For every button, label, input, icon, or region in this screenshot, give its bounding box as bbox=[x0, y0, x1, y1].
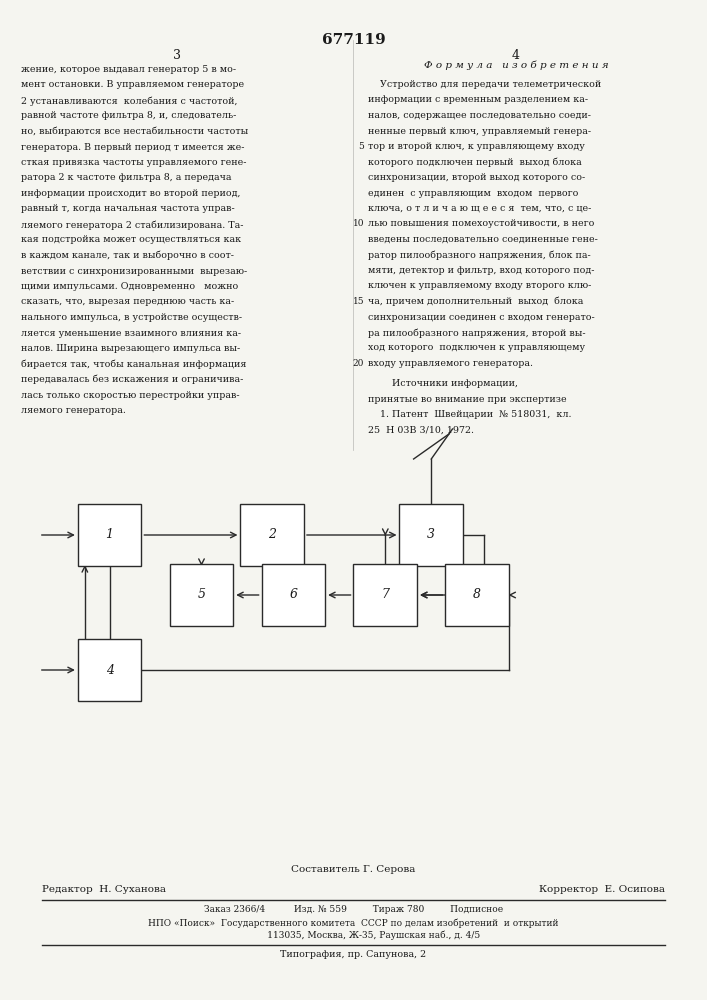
Text: единен  с управляющим  входом  первого: единен с управляющим входом первого bbox=[368, 188, 578, 198]
Text: лью повышения помехоустойчивости, в него: лью повышения помехоустойчивости, в него bbox=[368, 220, 594, 229]
Text: 8: 8 bbox=[473, 588, 481, 601]
Text: 677119: 677119 bbox=[322, 33, 385, 47]
Text: 6: 6 bbox=[289, 588, 298, 601]
Text: принятые во внимание при экспертизе: принятые во внимание при экспертизе bbox=[368, 395, 566, 404]
Text: введены последовательно соединенные гене-: введены последовательно соединенные гене… bbox=[368, 235, 597, 244]
Text: НПО «Поиск»  Государственного комитета  СССР по делам изобретений  и открытий: НПО «Поиск» Государственного комитета СС… bbox=[148, 918, 559, 928]
Text: лась только скоростью перестройки управ-: лась только скоростью перестройки управ- bbox=[21, 390, 240, 399]
Text: Типография, пр. Сапунова, 2: Типография, пр. Сапунова, 2 bbox=[281, 950, 426, 959]
Text: 4: 4 bbox=[512, 49, 520, 62]
Text: информации происходит во второй период,: информации происходит во второй период, bbox=[21, 189, 240, 198]
FancyBboxPatch shape bbox=[240, 504, 304, 566]
Text: ча, причем дополнительный  выход  блока: ча, причем дополнительный выход блока bbox=[368, 297, 583, 306]
Text: 20: 20 bbox=[353, 359, 364, 368]
Text: 25  Н 03В 3/10, 1972.: 25 Н 03В 3/10, 1972. bbox=[368, 426, 474, 435]
Text: 5: 5 bbox=[197, 588, 206, 601]
Text: ра пилообразного напряжения, второй вы-: ра пилообразного напряжения, второй вы- bbox=[368, 328, 585, 338]
Text: которого подключен первый  выход блока: которого подключен первый выход блока bbox=[368, 157, 581, 167]
Text: ратора 2 к частоте фильтра 8, а передача: ратора 2 к частоте фильтра 8, а передача bbox=[21, 174, 232, 182]
Text: 10: 10 bbox=[353, 220, 364, 229]
FancyBboxPatch shape bbox=[399, 504, 463, 566]
FancyBboxPatch shape bbox=[262, 564, 325, 626]
Text: 15: 15 bbox=[353, 297, 364, 306]
Text: но, выбираются все нестабильности частоты: но, выбираются все нестабильности частот… bbox=[21, 127, 248, 136]
Text: щими импульсами. Одновременно   можно: щими импульсами. Одновременно можно bbox=[21, 282, 238, 291]
Text: Источники информации,: Источники информации, bbox=[368, 379, 518, 388]
Text: сказать, что, вырезая переднюю часть ка-: сказать, что, вырезая переднюю часть ка- bbox=[21, 297, 235, 306]
Text: ненные первый ключ, управляемый генера-: ненные первый ключ, управляемый генера- bbox=[368, 126, 591, 135]
Text: информации с временным разделением ка-: информации с временным разделением ка- bbox=[368, 95, 588, 104]
Text: мяти, детектор и фильтр, вход которого под-: мяти, детектор и фильтр, вход которого п… bbox=[368, 266, 594, 275]
Text: 2 устанавливаются  колебания с частотой,: 2 устанавливаются колебания с частотой, bbox=[21, 96, 238, 105]
Text: 3: 3 bbox=[173, 49, 181, 62]
Text: Ф о р м у л а   и з о б р е т е н и я: Ф о р м у л а и з о б р е т е н и я bbox=[423, 60, 609, 70]
Text: ветствии с синхронизированными  вырезаю-: ветствии с синхронизированными вырезаю- bbox=[21, 266, 247, 275]
Text: ключен к управляемому входу второго клю-: ключен к управляемому входу второго клю- bbox=[368, 282, 591, 290]
Text: 5: 5 bbox=[358, 142, 364, 151]
Text: 1: 1 bbox=[105, 528, 114, 542]
Text: ход которого  подключен к управляющему: ход которого подключен к управляющему bbox=[368, 343, 585, 352]
Text: Заказ 2366/4          Изд. № 559         Тираж 780         Подписное: Заказ 2366/4 Изд. № 559 Тираж 780 Подпис… bbox=[204, 905, 503, 914]
FancyBboxPatch shape bbox=[354, 564, 417, 626]
Text: 7: 7 bbox=[381, 588, 390, 601]
Text: передавалась без искажения и ограничива-: передавалась без искажения и ограничива- bbox=[21, 375, 244, 384]
Text: ляемого генератора.: ляемого генератора. bbox=[21, 406, 126, 415]
Text: налов. Ширина вырезающего импульса вы-: налов. Ширина вырезающего импульса вы- bbox=[21, 344, 240, 353]
Text: Составитель Г. Серова: Составитель Г. Серова bbox=[291, 865, 416, 874]
Text: Устройство для передачи телеметрической: Устройство для передачи телеметрической bbox=[368, 80, 601, 89]
FancyBboxPatch shape bbox=[445, 564, 509, 626]
Text: входу управляемого генератора.: входу управляемого генератора. bbox=[368, 359, 532, 368]
Text: синхронизации соединен с входом генерато-: синхронизации соединен с входом генерато… bbox=[368, 312, 595, 322]
FancyBboxPatch shape bbox=[170, 564, 233, 626]
Text: ляемого генератора 2 стабилизирована. Та-: ляемого генератора 2 стабилизирована. Та… bbox=[21, 220, 244, 230]
Text: налов, содержащее последовательно соеди-: налов, содержащее последовательно соеди- bbox=[368, 111, 590, 120]
Text: 2: 2 bbox=[268, 528, 276, 542]
Text: синхронизации, второй выход которого со-: синхронизации, второй выход которого со- bbox=[368, 173, 585, 182]
Text: Редактор  Н. Суханова: Редактор Н. Суханова bbox=[42, 885, 166, 894]
Text: равной частоте фильтра 8, и, следователь-: равной частоте фильтра 8, и, следователь… bbox=[21, 111, 237, 120]
Text: тор и второй ключ, к управляющему входу: тор и второй ключ, к управляющему входу bbox=[368, 142, 585, 151]
Text: 3: 3 bbox=[427, 528, 436, 542]
Text: Корректор  Е. Осипова: Корректор Е. Осипова bbox=[539, 885, 665, 894]
Text: мент остановки. В управляемом генераторе: мент остановки. В управляемом генераторе bbox=[21, 80, 245, 89]
FancyBboxPatch shape bbox=[78, 504, 141, 566]
Text: 113035, Москва, Ж-35, Раушская наб., д. 4/5: 113035, Москва, Ж-35, Раушская наб., д. … bbox=[227, 931, 480, 940]
Text: ратор пилообразного напряжения, блок па-: ратор пилообразного напряжения, блок па- bbox=[368, 250, 590, 260]
Text: ляется уменьшение взаимного влияния ка-: ляется уменьшение взаимного влияния ка- bbox=[21, 328, 241, 338]
Text: равный т, когда начальная частота управ-: равный т, когда начальная частота управ- bbox=[21, 204, 235, 213]
Text: бирается так, чтобы канальная информация: бирается так, чтобы канальная информация bbox=[21, 359, 247, 369]
Text: 1. Патент  Швейцарии  № 518031,  кл.: 1. Патент Швейцарии № 518031, кл. bbox=[368, 410, 571, 419]
Text: нального импульса, в устройстве осуществ-: нального импульса, в устройстве осуществ… bbox=[21, 313, 243, 322]
FancyBboxPatch shape bbox=[78, 639, 141, 701]
Text: в каждом канале, так и выборочно в соот-: в каждом канале, так и выборочно в соот- bbox=[21, 251, 234, 260]
Text: кая подстройка может осуществляться как: кая подстройка может осуществляться как bbox=[21, 235, 241, 244]
Text: 4: 4 bbox=[105, 664, 114, 676]
Text: сткая привязка частоты управляемого гене-: сткая привязка частоты управляемого гене… bbox=[21, 158, 247, 167]
Text: генератора. В первый период т имеется же-: генератора. В первый период т имеется же… bbox=[21, 142, 245, 151]
Text: ключа, о т л и ч а ю щ е е с я  тем, что, с це-: ключа, о т л и ч а ю щ е е с я тем, что,… bbox=[368, 204, 591, 213]
Text: жение, которое выдавал генератор 5 в мо-: жение, которое выдавал генератор 5 в мо- bbox=[21, 65, 236, 74]
